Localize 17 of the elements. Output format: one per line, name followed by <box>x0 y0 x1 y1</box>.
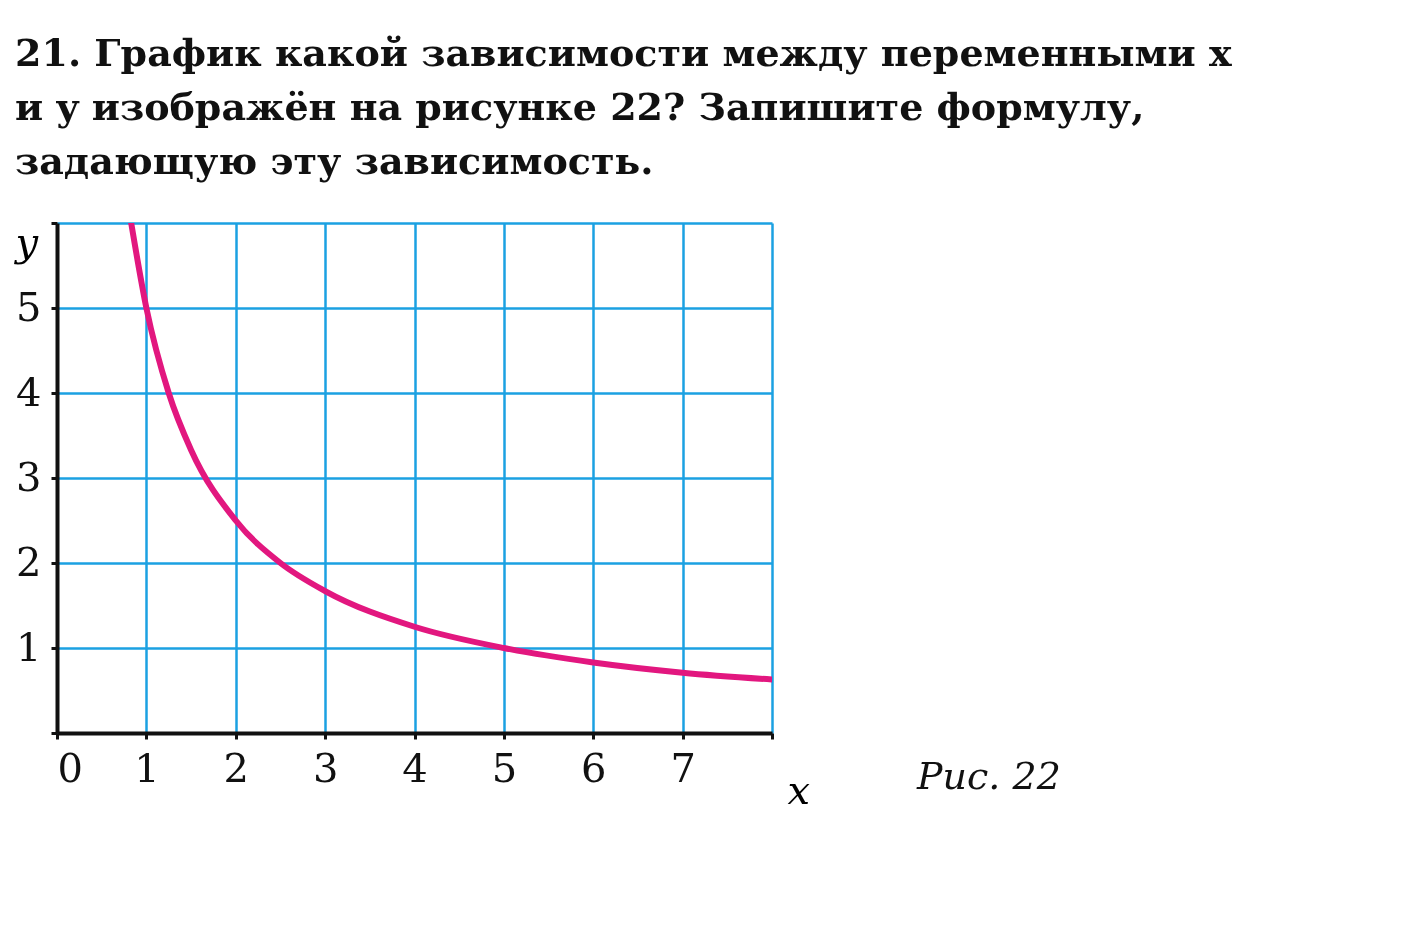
y-axis-title: y <box>13 218 40 265</box>
x-tick-label: 5 <box>491 744 518 791</box>
x-axis-title: x <box>787 766 811 813</box>
x-tick-label: 6 <box>581 744 607 791</box>
x-tick-label: 4 <box>402 744 428 791</box>
y-tick-label: 1 <box>16 623 42 670</box>
y-tick-label: 4 <box>16 368 42 415</box>
y-tick-label: 5 <box>16 283 42 330</box>
x-tick-label: 1 <box>134 744 160 791</box>
x-tick-label: 7 <box>670 744 696 791</box>
x-tick-label: 3 <box>312 744 339 791</box>
x-tick-label: 2 <box>223 744 249 791</box>
text: Рис. 22 <box>916 754 1061 798</box>
y-tick-label: 2 <box>16 538 42 585</box>
y-tick-label: 3 <box>16 453 42 500</box>
chart-title: 21. График какой зависимости между переменными x и y изображён на рисунке 22? Запишите формулу, задающую эту зависимость. <box>15 29 1232 183</box>
x-tick-label: 0 <box>57 744 83 791</box>
